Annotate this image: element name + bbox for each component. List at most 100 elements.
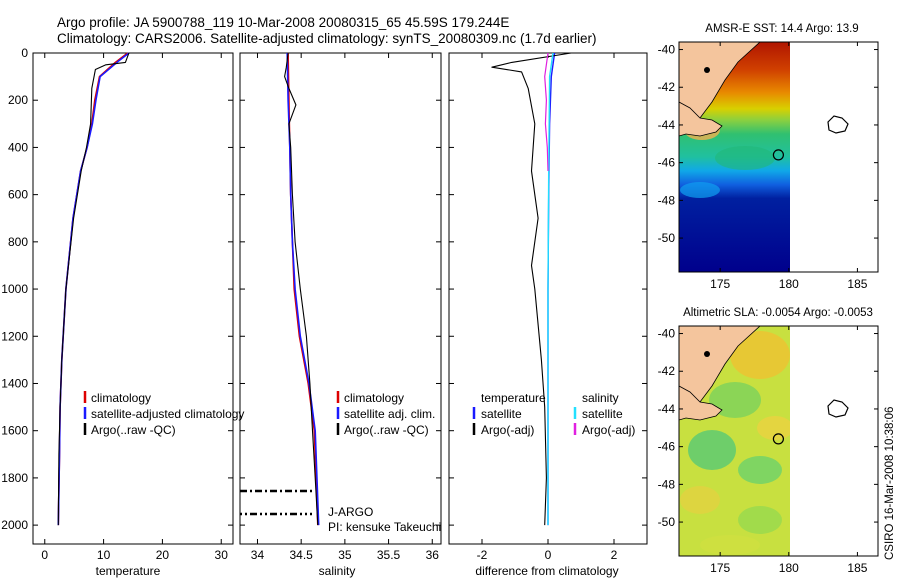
x-tick-label: 10 [97,548,111,562]
sst-chatham-islands [827,115,849,134]
y-tick-label: 1400 [1,376,28,390]
y-tick-label: 200 [8,93,28,107]
map-y-tick-label: -44 [658,118,676,132]
y-tick-label: 400 [8,140,28,154]
sst-land-south-island [679,101,723,137]
map-y-tick-label: -42 [658,80,676,94]
sst-map-frame [678,41,879,273]
salinity-axes [239,52,442,545]
sst-map-title: AMSR-E SST: 14.4 Argo: 13.9 [705,23,858,35]
map-x-tick-label: 180 [779,277,799,291]
sla-bottom [700,535,760,555]
map-x-tick-label: 180 [779,561,799,575]
sla-chatham-islands [827,399,849,418]
annotation-program: J-ARGO [328,505,373,519]
float-annotation: J-ARGO PI: kensuke Takeuchi [240,489,441,534]
sla-map: Altimetric SLA: -0.0054 Argo: -0.0053 17… [658,307,879,575]
legend-header-salinity: salinity [582,391,619,405]
sla-map-title: Altimetric SLA: -0.0054 Argo: -0.0053 [683,307,873,319]
temperature-legend: climatology satellite-adjusted climatolo… [83,391,244,437]
title-line-1: Argo profile: JA 5900788_119 10-Mar-2008… [57,15,509,30]
sla-low-2 [688,430,736,470]
title-line-2: Climatology: CARS2006. Satellite-adjuste… [57,31,597,46]
sla-high-2 [757,416,790,440]
map-y-tick-label: -40 [658,43,676,57]
sst-argo-position [772,149,785,161]
x-tick-label: 35.5 [377,548,401,562]
map-y-tick-label: -48 [658,193,676,207]
legend-label: Argo(-adj) [481,423,534,437]
map-y-tick-label: -40 [658,327,676,341]
y-tick-label: 800 [8,235,28,249]
sla-low-3 [738,456,782,484]
map-y-tick-label: -44 [658,402,676,416]
x-tick-label: 35 [338,548,352,562]
y-tick-label: 1200 [1,329,28,343]
sla-land-marker [704,351,710,357]
map-y-tick-label: -46 [658,156,676,170]
temperature-xlabel: temperature [96,564,161,578]
sst-land-marker [704,67,710,73]
legend-label: satellite [481,407,522,421]
x-tick-label: -2 [477,548,488,562]
csiro-stamp: CSIRO 16-Mar-2008 10:38:06 [884,407,896,560]
sla-land-south-island [679,385,723,421]
map-x-tick-label: 185 [847,277,867,291]
legend-label: Argo(..raw -QC) [344,423,429,437]
sla-mid [738,506,782,534]
series-temperature-argo-adj- [491,52,572,526]
sst-front [715,146,775,170]
map-x-tick-label: 185 [847,561,867,575]
map-y-tick-label: -48 [658,477,676,491]
y-tick-label: 1000 [1,282,28,296]
difference-legend: temperature salinity satellite Argo(-adj… [472,391,635,437]
sla-low-1 [709,382,761,418]
map-x-tick-label: 175 [710,561,730,575]
x-tick-label: 0 [41,548,48,562]
legend-label: satellite-adjusted climatology [91,407,244,421]
x-tick-label: 0 [545,548,552,562]
x-tick-label: 2 [611,548,618,562]
x-tick-label: 20 [156,548,170,562]
map-y-tick-label: -50 [658,231,676,245]
difference-profile-plot: -2 0 2 [449,52,647,562]
sst-cold-tongue [680,182,720,198]
y-tick-label: 0 [21,46,28,60]
x-tick-label: 34.5 [289,548,313,562]
x-tick-label: 34 [251,548,265,562]
y-tick-label: 600 [8,188,28,202]
difference-xlabel: difference from climatology [475,564,618,578]
series-argo-raw-qc- [57,52,130,526]
sla-argo-position [772,433,785,445]
annotation-pi: PI: kensuke Takeuchi [328,520,441,534]
series-salinity-argo-adj- [544,52,549,172]
sla-high-3 [680,486,720,514]
map-x-tick-label: 175 [710,277,730,291]
y-tick-label: 2000 [1,518,28,532]
sla-high-1 [730,331,790,379]
legend-label: satellite adj. clim. [344,407,435,421]
temperature-axes [32,52,234,545]
x-tick-label: 30 [215,548,229,562]
legend-label: climatology [91,391,151,405]
series-argo-raw-qc- [284,52,319,526]
salinity-legend: climatology satellite adj. clim. Argo(..… [336,391,435,437]
y-tick-label: 1600 [1,424,28,438]
map-y-tick-label: -42 [658,364,676,378]
x-tick-label: 36 [426,548,440,562]
legend-label: Argo(-adj) [582,423,635,437]
legend-label: Argo(..raw -QC) [91,423,176,437]
temperature-profile-plot: 0 10 20 30 0 200 400 600 800 1000 1200 1400 1600 1800… [1,46,233,562]
salinity-profile-plot: 34 34.5 35 35.5 36 [240,52,441,562]
sla-map-frame [678,325,879,557]
salinity-xlabel: salinity [319,564,356,578]
sst-map: AMSR-E SST: 14.4 Argo: 13.9 175 180 185 -40… [658,23,879,291]
series-salinity-satellite [547,52,554,526]
legend-header-temperature: temperature [481,391,546,405]
series-satellite-adjusted-climatology [57,52,130,526]
map-y-tick-label: -46 [658,440,676,454]
legend-label: satellite [582,407,623,421]
map-y-tick-label: -50 [658,515,676,529]
y-tick-label: 1800 [1,471,28,485]
